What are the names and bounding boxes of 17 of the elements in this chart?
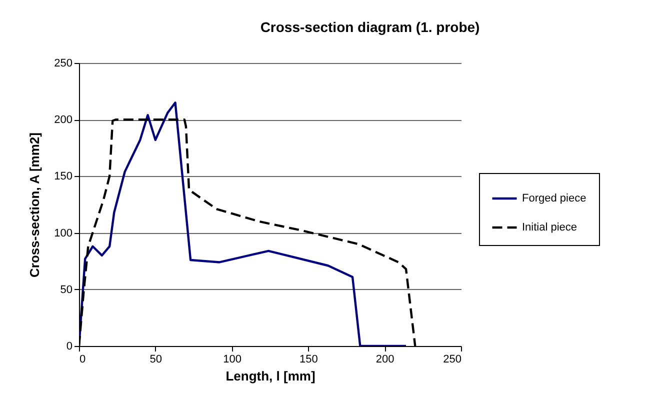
x-tick-label: 0 [80, 354, 86, 366]
x-tick-label: 100 [223, 354, 242, 366]
y-tick-label: 0 [66, 340, 72, 352]
x-tick-label: 200 [376, 354, 394, 366]
x-tick-label: 150 [300, 354, 318, 366]
x-axis-title: Length, l [mm] [226, 368, 316, 384]
y-tick-label: 100 [54, 227, 72, 240]
y-tick-label: 50 [60, 284, 72, 296]
chart-title: Cross-section diagram (1. probe) [260, 19, 480, 35]
legend-label: Initial piece [522, 222, 578, 234]
y-tick-label: 200 [54, 114, 72, 126]
legend-label: Forged piece [522, 192, 586, 204]
x-tick-label: 250 [443, 354, 462, 366]
y-axis-title: Cross-section, A [mm2] [27, 132, 42, 278]
x-tick-label: 50 [150, 354, 162, 366]
y-tick-label: 250 [54, 58, 72, 70]
y-tick-label: 150 [54, 170, 72, 183]
